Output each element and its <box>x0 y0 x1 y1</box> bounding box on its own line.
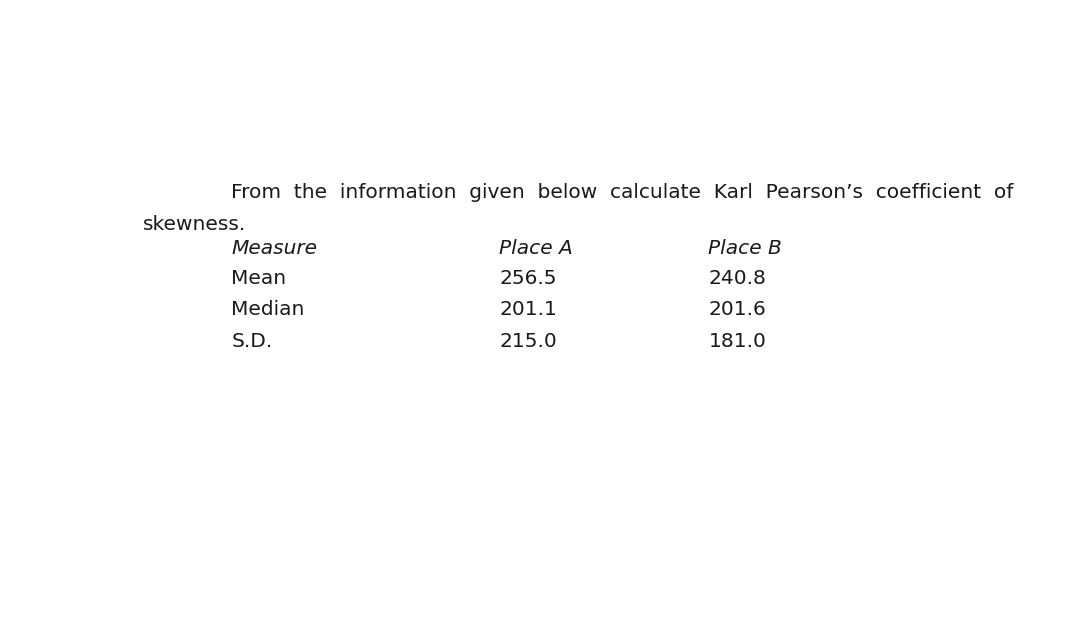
Text: Median: Median <box>231 301 305 320</box>
Text: 240.8: 240.8 <box>708 269 766 288</box>
Text: 201.6: 201.6 <box>708 301 766 320</box>
Text: 181.0: 181.0 <box>708 332 766 351</box>
Text: Place B: Place B <box>708 239 782 258</box>
Text: 215.0: 215.0 <box>499 332 557 351</box>
Text: skewness.: skewness. <box>144 215 246 234</box>
Text: Measure: Measure <box>231 239 318 258</box>
Text: 201.1: 201.1 <box>499 301 557 320</box>
Text: S.D.: S.D. <box>231 332 272 351</box>
Text: Mean: Mean <box>231 269 286 288</box>
Text: Place A: Place A <box>499 239 572 258</box>
Text: 256.5: 256.5 <box>499 269 556 288</box>
Text: From  the  information  given  below  calculate  Karl  Pearson’s  coefficient  o: From the information given below calcula… <box>231 184 1014 203</box>
